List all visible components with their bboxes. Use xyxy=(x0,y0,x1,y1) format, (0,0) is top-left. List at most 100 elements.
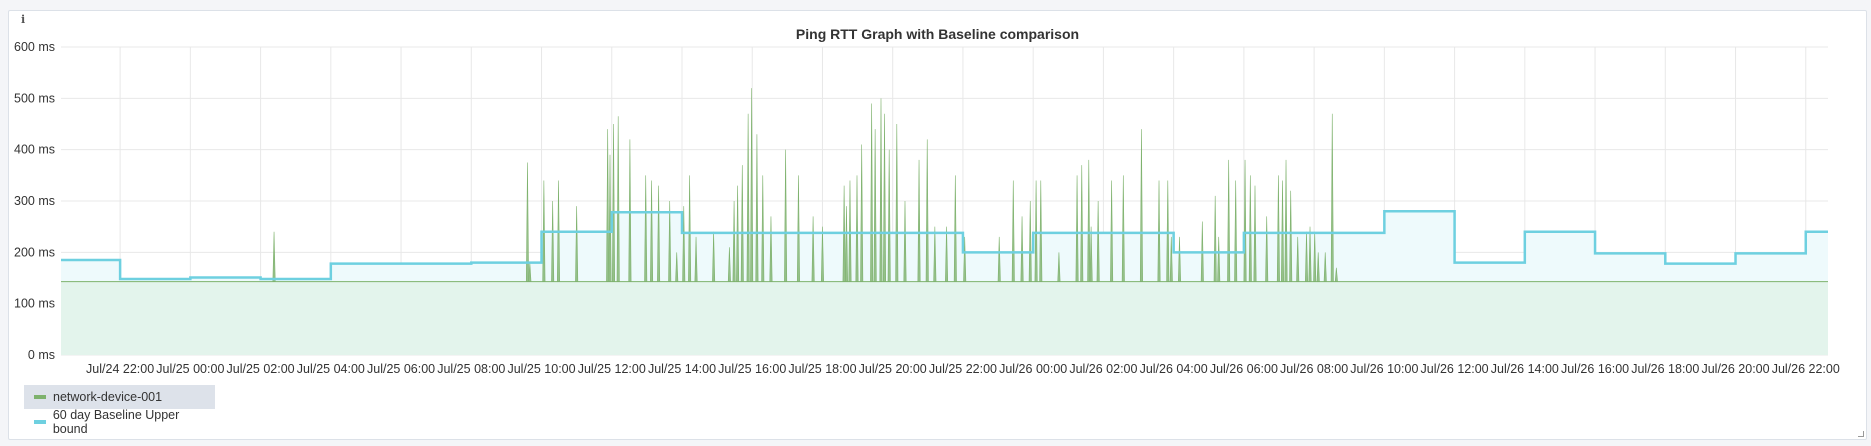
rtt-spike xyxy=(1323,252,1327,282)
x-tick-label: Jul/26 22:00 xyxy=(1772,362,1840,376)
rtt-spike xyxy=(879,98,883,282)
rtt-spike xyxy=(1304,231,1309,282)
x-tick-label: Jul/26 16:00 xyxy=(1561,362,1629,376)
rtt-spike xyxy=(1121,175,1125,282)
y-tick-label: 300 ms xyxy=(14,194,55,208)
rtt-spike xyxy=(551,200,555,282)
panel-title[interactable]: Ping RTT Graph with Baseline comparison xyxy=(795,26,1080,42)
rtt-spike xyxy=(870,103,874,282)
rtt-spike xyxy=(953,175,957,282)
rtt-spike xyxy=(1313,231,1317,282)
series-color-swatch[interactable] xyxy=(34,420,46,424)
baseline-line xyxy=(61,210,1828,281)
rtt-spike xyxy=(644,175,648,282)
rtt-spike xyxy=(1096,200,1100,282)
rtt-spike xyxy=(925,139,929,282)
rtt-spike xyxy=(1213,195,1217,282)
x-tick-label: Jul/25 00:00 xyxy=(156,362,224,376)
x-tick-label: Jul/24 22:00 xyxy=(86,362,154,376)
rtt-spike xyxy=(895,123,899,282)
x-tick-label: Jul/26 12:00 xyxy=(1421,362,1489,376)
rtt-spike xyxy=(675,252,679,282)
rtt-spike xyxy=(575,206,579,282)
rtt-spike xyxy=(997,236,1001,282)
x-tick-label: Jul/25 08:00 xyxy=(437,362,505,376)
x-tick-label: Jul/26 02:00 xyxy=(1069,362,1137,376)
rtt-spike xyxy=(1334,267,1338,282)
rtt-spike xyxy=(848,180,852,282)
rtt-spike xyxy=(668,200,672,282)
rtt-spike xyxy=(616,116,620,282)
rtt-spike xyxy=(1080,165,1084,282)
rtt-spike xyxy=(1177,236,1182,282)
rtt-spike xyxy=(1227,159,1231,282)
rtt-spike xyxy=(1217,236,1221,282)
rtt-spike xyxy=(903,200,907,282)
legend: network-device-001 60 day Baseline Upper… xyxy=(24,385,215,436)
x-tick-label: Jul/25 14:00 xyxy=(648,362,716,376)
rtt-spike xyxy=(755,134,759,282)
legend-item-network-device[interactable]: network-device-001 xyxy=(24,385,215,409)
rtt-spike xyxy=(688,175,692,282)
resize-handle[interactable] xyxy=(1858,431,1864,437)
x-tick-label: Jul/25 06:00 xyxy=(367,362,435,376)
rtt-spike xyxy=(682,206,686,282)
rtt-spike xyxy=(1284,159,1288,282)
x-tick-label: Jul/25 12:00 xyxy=(578,362,646,376)
rtt-spike xyxy=(727,247,731,282)
rtt-spike xyxy=(732,200,736,282)
y-tick-label: 400 ms xyxy=(14,143,55,157)
legend-label: 60 day Baseline Upper bound xyxy=(52,408,180,436)
rtt-spike xyxy=(784,149,788,282)
rtt-spike xyxy=(1308,226,1312,282)
rtt-spike xyxy=(883,113,887,282)
rtt-spike xyxy=(820,226,824,282)
rtt-spike xyxy=(712,231,716,282)
x-tick-label: Jul/25 22:00 xyxy=(929,362,997,376)
rtt-spike xyxy=(1087,159,1091,282)
x-tick-label: Jul/25 20:00 xyxy=(859,362,927,376)
x-tick-label: Jul/25 02:00 xyxy=(227,362,295,376)
rtt-spike xyxy=(1057,252,1061,282)
rtt-spike xyxy=(1330,113,1334,282)
rtt-spike xyxy=(628,139,632,282)
x-tick-label: Jul/26 10:00 xyxy=(1350,362,1418,376)
x-tick-label: Jul/25 18:00 xyxy=(788,362,856,376)
rtt-spike xyxy=(1169,236,1173,282)
x-tick-label: Jul/26 00:00 xyxy=(999,362,1067,376)
rtt-spike xyxy=(1139,129,1143,282)
rtt-spike xyxy=(1075,175,1079,282)
rtt-spike xyxy=(796,175,800,282)
rtt-spike xyxy=(1281,180,1285,282)
info-icon[interactable]: i xyxy=(21,13,26,26)
rtt-spike xyxy=(860,144,864,282)
rtt-spike xyxy=(1248,175,1252,282)
rtt-spike xyxy=(1296,236,1300,282)
rtt-spike xyxy=(1157,180,1161,282)
x-tick-label: Jul/25 16:00 xyxy=(718,362,786,376)
rtt-spike xyxy=(917,159,921,282)
rtt-spike xyxy=(887,149,891,282)
legend-item-baseline[interactable]: 60 day Baseline Upper bound xyxy=(24,408,215,436)
rtt-spike xyxy=(844,206,848,282)
series-color-swatch[interactable] xyxy=(34,395,46,399)
x-tick-label: Jul/26 18:00 xyxy=(1631,362,1699,376)
rtt-spike xyxy=(963,236,967,282)
rtt-spike xyxy=(855,175,859,282)
rtt-spike xyxy=(1289,190,1293,282)
rtt-spike xyxy=(1110,180,1114,282)
y-tick-label: 0 ms xyxy=(28,348,55,362)
rtt-spike xyxy=(740,165,744,282)
rtt-spike xyxy=(1166,180,1170,282)
rtt-spike xyxy=(1276,175,1280,282)
rtt-spike xyxy=(606,129,610,282)
x-tick-label: Jul/26 08:00 xyxy=(1280,362,1348,376)
rtt-spike xyxy=(657,185,661,282)
rtt-spike xyxy=(612,123,616,282)
rtt-area xyxy=(61,281,1828,355)
y-tick-label: 100 ms xyxy=(14,297,55,311)
rtt-spike xyxy=(1020,216,1024,282)
rtt-spike xyxy=(1265,216,1269,282)
rtt-spike xyxy=(1316,252,1320,282)
